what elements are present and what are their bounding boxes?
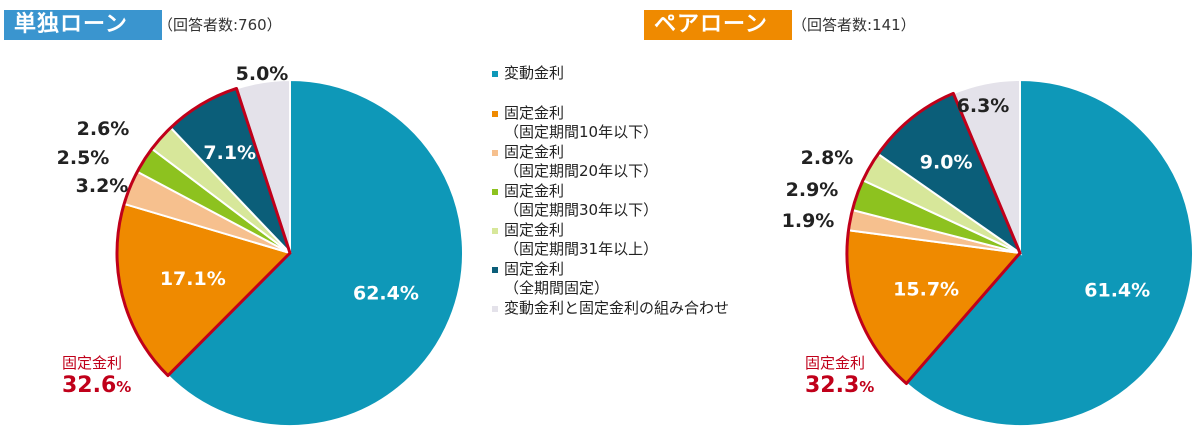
legend-label: 固定金利: [504, 220, 565, 239]
left-respondents: （回答者数:760）: [158, 16, 282, 34]
legend-swatch: [492, 149, 498, 156]
pie-label-left-variable: 62.4%: [353, 283, 419, 305]
fixed-rate-outline-left: [115, 86, 292, 378]
left-fixed-total-value: 32.6: [62, 373, 117, 398]
legend-item-variable: 変動金利: [492, 64, 729, 84]
legend-sublabel: （固定期間20年以下）: [504, 162, 659, 180]
right-fixed-total-unit: %: [859, 378, 875, 396]
pie-slice-left-variable: [166, 78, 464, 427]
pie-label-right-fixed31: 2.8%: [801, 147, 854, 169]
legend-swatch: [492, 71, 498, 77]
legend-sublabel: （全期間固定）: [504, 279, 610, 297]
legend-swatch: [492, 188, 498, 195]
legend-swatch: [492, 305, 498, 312]
pie-label-right-fixed10: 15.7%: [893, 278, 959, 300]
legend-item-fixed10: 固定金利 （固定期間10年以下）: [492, 104, 729, 143]
legend-item-mixed: 変動金利と固定金利の組み合わせ: [492, 299, 729, 319]
legend-swatch: [492, 227, 498, 234]
right-respondents: （回答者数:141）: [792, 16, 916, 34]
legend: 変動金利 固定金利 （固定期間10年以下） 固定金利 （固定期間20年以下） 固定金利 （固…: [492, 64, 729, 318]
legend-sublabel: （固定期間30年以下）: [504, 201, 659, 219]
legend-label: 固定金利: [504, 103, 565, 122]
pie-label-right-fixed20: 1.9%: [782, 210, 835, 232]
legend-swatch: [492, 110, 498, 117]
pie-label-left-fixed30: 2.5%: [57, 147, 110, 169]
pie-slice-right-variable: [904, 78, 1194, 427]
legend-label: 変動金利: [504, 64, 565, 82]
legend-sublabel: （固定期間31年以上）: [504, 240, 659, 258]
pie-label-left-fixed31: 2.6%: [77, 118, 130, 140]
legend-label: 固定金利: [504, 181, 565, 200]
pie-label-right-variable: 61.4%: [1084, 279, 1150, 301]
pie-label-right-mixed: 6.3%: [957, 95, 1010, 117]
legend-sublabel: （固定期間10年以下）: [504, 123, 659, 141]
pie-label-left-full: 7.1%: [203, 142, 256, 164]
legend-label: 固定金利: [504, 259, 565, 278]
legend-item-fixed30: 固定金利 （固定期間30年以下）: [492, 182, 729, 221]
right-fixed-total-label: 固定金利: [805, 354, 866, 372]
right-fixed-total-value: 32.3: [805, 373, 860, 398]
pie-label-left-fixed10: 17.1%: [160, 268, 226, 290]
legend-item-full: 固定金利 （全期間固定）: [492, 260, 729, 299]
pie-label-left-mixed: 5.0%: [236, 63, 289, 85]
legend-label: 固定金利: [504, 142, 565, 161]
pie-label-left-fixed20: 3.2%: [76, 175, 129, 197]
left-fixed-total-label: 固定金利: [62, 354, 123, 372]
legend-item-fixed31: 固定金利 （固定期間31年以上）: [492, 221, 729, 260]
left-fixed-total: 固定金利 32.6%: [62, 352, 131, 398]
legend-swatch: [492, 266, 498, 273]
legend-label: 変動金利と固定金利の組み合わせ: [504, 298, 730, 317]
legend-item-fixed20: 固定金利 （固定期間20年以下）: [492, 143, 729, 182]
left-fixed-total-unit: %: [116, 378, 132, 396]
fixed-rate-outline-right: [845, 91, 1022, 385]
left-chart-title: 単独ローン: [4, 10, 162, 40]
pie-label-right-fixed30: 2.9%: [786, 179, 839, 201]
pie-label-right-full: 9.0%: [920, 151, 973, 173]
right-fixed-total: 固定金利 32.3%: [805, 352, 874, 398]
right-chart-title: ペアローン: [644, 10, 792, 40]
